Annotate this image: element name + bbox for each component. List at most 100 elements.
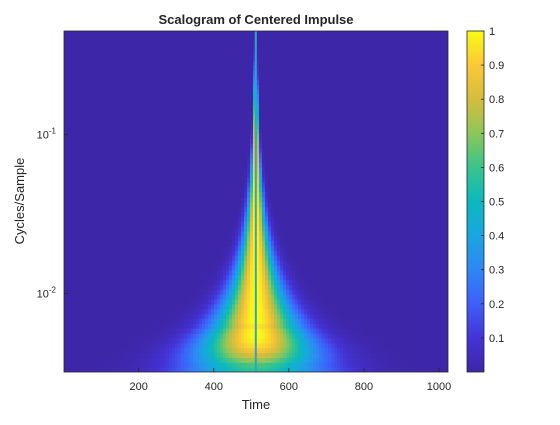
heatmap-cell xyxy=(439,347,443,354)
heatmap-cell xyxy=(337,284,341,290)
heatmap-cell xyxy=(385,303,389,310)
heatmap-cell xyxy=(283,337,287,344)
heatmap-cell xyxy=(295,225,299,232)
heatmap-cell xyxy=(202,323,206,329)
heatmap-cell xyxy=(163,235,167,242)
heatmap-cell xyxy=(106,323,110,329)
heatmap-cell xyxy=(343,289,347,295)
heatmap-cell xyxy=(142,284,146,290)
heatmap-cell xyxy=(406,298,410,305)
heatmap-cell xyxy=(295,206,299,212)
heatmap-cell xyxy=(106,347,110,354)
heatmap-cell xyxy=(235,303,239,310)
heatmap-cell xyxy=(244,259,248,266)
heatmap-cell xyxy=(364,216,368,222)
heatmap-cell xyxy=(169,279,173,285)
heatmap-cell xyxy=(370,211,374,217)
heatmap-cell xyxy=(178,347,182,354)
heatmap-cell xyxy=(394,269,398,276)
heatmap-cell xyxy=(397,250,401,256)
heatmap-cell xyxy=(115,201,119,207)
heatmap-cell xyxy=(145,274,149,281)
heatmap-cell xyxy=(268,274,272,281)
heatmap-cell xyxy=(106,337,110,344)
heatmap-cell xyxy=(82,318,86,324)
heatmap-cell xyxy=(226,342,230,349)
heatmap-cell xyxy=(79,367,83,372)
heatmap-cell xyxy=(136,328,140,334)
heatmap-cell xyxy=(82,201,86,207)
heatmap-cell xyxy=(139,259,143,266)
heatmap-cell xyxy=(400,303,404,310)
heatmap-cell xyxy=(133,342,137,349)
heatmap-cell xyxy=(352,333,356,339)
heatmap-cell xyxy=(82,294,86,300)
heatmap-cell xyxy=(274,245,278,251)
heatmap-cell xyxy=(316,362,320,368)
heatmap-cell xyxy=(232,298,236,305)
heatmap-cell xyxy=(190,230,194,237)
heatmap-cell xyxy=(133,303,137,310)
heatmap-cell xyxy=(232,294,236,300)
heatmap-cell xyxy=(388,347,392,354)
heatmap-cell xyxy=(199,225,203,232)
heatmap-cell xyxy=(112,274,116,281)
heatmap-cell xyxy=(403,259,407,266)
heatmap-cell xyxy=(433,323,437,329)
heatmap-cell xyxy=(340,235,344,242)
heatmap-cell xyxy=(88,240,92,246)
heatmap-cell xyxy=(226,289,230,295)
heatmap-cell xyxy=(226,294,230,300)
heatmap-cell xyxy=(172,323,176,329)
heatmap-cell xyxy=(382,235,386,242)
heatmap-cell xyxy=(139,337,143,344)
heatmap-cell xyxy=(64,342,68,349)
heatmap-cell xyxy=(331,362,335,368)
heatmap-cell xyxy=(358,323,362,329)
heatmap-cell xyxy=(73,201,77,207)
heatmap-cell xyxy=(85,367,89,372)
heatmap-cell xyxy=(178,352,182,358)
heatmap-cell xyxy=(436,357,440,363)
heatmap-cell xyxy=(118,313,122,320)
heatmap-cell xyxy=(436,269,440,276)
heatmap-cell xyxy=(328,289,332,295)
heatmap-cell xyxy=(337,308,341,315)
heatmap-cell xyxy=(214,269,218,276)
heatmap-cell xyxy=(298,230,302,237)
heatmap-cell xyxy=(349,220,353,227)
heatmap-cell xyxy=(436,240,440,246)
heatmap-cell xyxy=(271,255,275,261)
heatmap-cell xyxy=(361,269,365,276)
heatmap-cell xyxy=(319,289,323,295)
heatmap-cell xyxy=(415,294,419,300)
heatmap-cell xyxy=(226,313,230,320)
heatmap-cell xyxy=(247,294,251,300)
heatmap-cell xyxy=(289,220,293,227)
heatmap-cell xyxy=(67,357,71,363)
heatmap-cell xyxy=(370,230,374,237)
heatmap-cell xyxy=(355,347,359,354)
heatmap-cell xyxy=(262,308,266,315)
heatmap-cell xyxy=(295,308,299,315)
heatmap-cell xyxy=(178,220,182,227)
heatmap-cell xyxy=(316,313,320,320)
heatmap-cell xyxy=(235,230,239,237)
heatmap-cell xyxy=(334,245,338,251)
heatmap-cell xyxy=(79,347,83,354)
heatmap-cell xyxy=(322,308,326,315)
heatmap-cell xyxy=(70,274,74,281)
heatmap-cell xyxy=(133,289,137,295)
heatmap-cell xyxy=(229,328,233,334)
heatmap-cell xyxy=(112,264,116,271)
heatmap-cell xyxy=(280,352,284,358)
heatmap-cell xyxy=(385,298,389,305)
heatmap-cell xyxy=(346,216,350,222)
heatmap-cell xyxy=(307,337,311,344)
heatmap-cell xyxy=(391,289,395,295)
heatmap-cell xyxy=(103,303,107,310)
heatmap-cell xyxy=(175,313,179,320)
heatmap-cell xyxy=(166,259,170,266)
heatmap-cell xyxy=(244,255,248,261)
heatmap-cell xyxy=(367,357,371,363)
